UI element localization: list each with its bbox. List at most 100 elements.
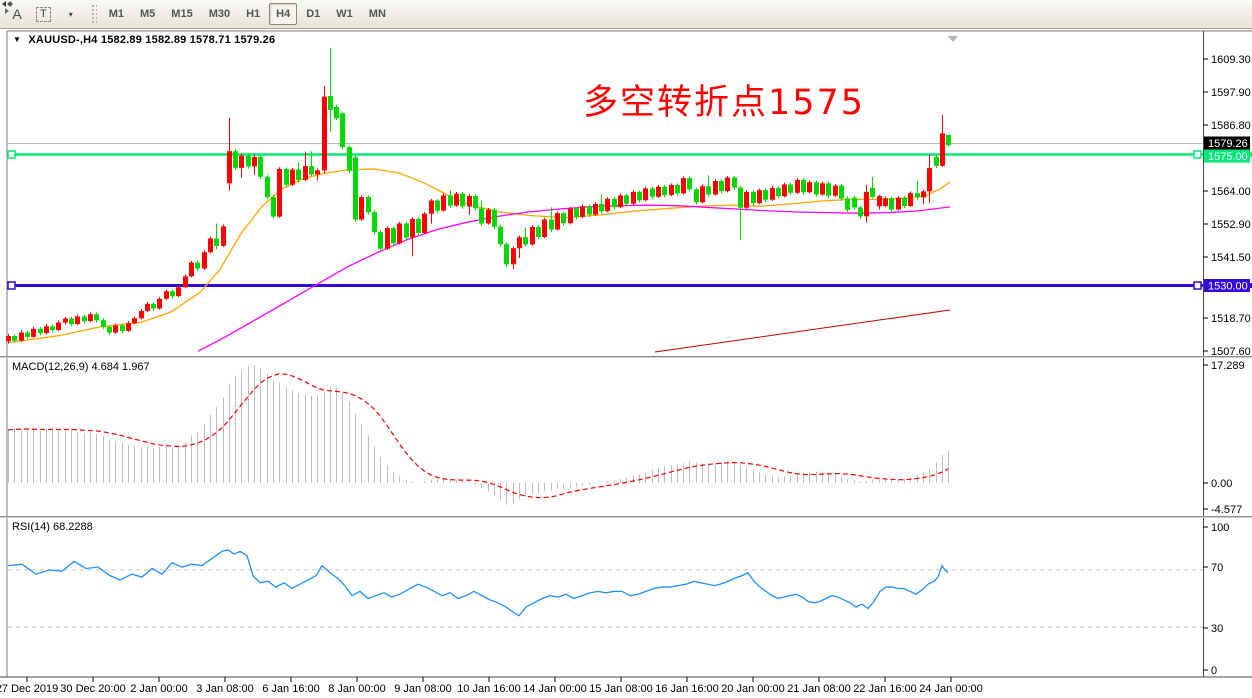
text-label-tool-button[interactable]: T	[30, 3, 57, 25]
candle-body	[896, 197, 901, 210]
timeframe-button-MN[interactable]: MN	[368, 8, 386, 20]
scroll-end-marker-icon[interactable]	[948, 36, 958, 42]
candle-body	[902, 197, 907, 206]
candle-body	[246, 155, 251, 167]
chart-title: ▼ XAUUSD-,H4 1582.89 1582.89 1578.71 157…	[13, 34, 275, 46]
candle-body	[725, 177, 730, 192]
candle-body	[404, 223, 409, 238]
candle-body	[763, 190, 768, 200]
candle-body	[757, 190, 762, 204]
timeframe-button-D1[interactable]: D1	[306, 8, 321, 20]
price-axis-label: 1518.70	[1211, 313, 1251, 325]
macd-axis-label: 0.00	[1211, 478, 1232, 490]
candle-body	[921, 191, 926, 198]
candle-body	[612, 198, 617, 208]
support-line-1530-handle[interactable]	[7, 281, 16, 290]
timeframe-button-M30[interactable]: M30	[208, 8, 231, 20]
candle-body	[44, 326, 49, 334]
candle-body	[359, 197, 364, 220]
time-axis-label[interactable]: 30 Dec 20:00	[60, 683, 125, 695]
trendline[interactable]	[654, 309, 951, 353]
timeframe-button-W1[interactable]: W1	[336, 8, 353, 20]
price-tag	[1204, 279, 1250, 292]
candle-body	[176, 287, 181, 297]
resistance-line-1575-handle[interactable]	[7, 150, 16, 159]
time-axis-label[interactable]: 8 Jan 00:00	[328, 683, 386, 695]
time-axis-label[interactable]: 16 Jan 16:00	[655, 683, 719, 695]
resistance-line-1575-handle[interactable]	[1193, 150, 1202, 159]
candle-body	[410, 218, 415, 238]
font-tool-button[interactable]: A	[12, 6, 22, 22]
candle-body	[561, 213, 566, 224]
timeframe-button-H1[interactable]: H1	[246, 8, 261, 20]
timeframe-button-H4[interactable]: H4	[269, 3, 298, 25]
candle-body	[624, 195, 629, 204]
time-axis-label[interactable]: 21 Jan 08:00	[787, 683, 851, 695]
drawing-tools-button[interactable]: ▾	[2, 1, 81, 25]
candle-body	[334, 106, 339, 119]
candle-body	[492, 209, 497, 227]
candle-body	[776, 187, 781, 197]
candle-body	[536, 226, 541, 238]
time-axis-label[interactable]: 2 Jan 00:00	[130, 683, 188, 695]
candle-body	[574, 208, 579, 217]
candle-body	[744, 191, 749, 208]
candle-body	[877, 195, 882, 207]
time-axis-label[interactable]: 6 Jan 16:00	[262, 683, 320, 695]
timeframe-button-M15[interactable]: M15	[171, 8, 193, 20]
rsi-axis-label: 70	[1211, 562, 1223, 574]
symbol-period-label: XAUUSD-,H4	[28, 34, 98, 46]
candle-body	[233, 151, 238, 168]
candle-body	[227, 151, 232, 184]
candle-body	[467, 195, 472, 207]
candle-body	[113, 325, 118, 333]
chart-annotation-text[interactable]: 多空转折点1575	[583, 83, 866, 123]
candle-body	[927, 168, 932, 192]
symbol-dropdown-icon[interactable]: ▼	[13, 35, 22, 44]
time-axis-label[interactable]: 9 Jan 08:00	[394, 683, 452, 695]
candle-body	[328, 96, 333, 111]
macd-axis-label: 17.289	[1211, 360, 1245, 372]
candle-body	[63, 318, 68, 323]
time-axis-label[interactable]: 14 Jan 00:00	[523, 683, 587, 695]
candle-body	[504, 244, 509, 265]
candle-body	[290, 169, 295, 185]
rsi-axis-label: 100	[1211, 522, 1229, 534]
time-axis-label[interactable]: 20 Jan 00:00	[721, 683, 785, 695]
candle-body	[284, 168, 289, 185]
ohlc-values: 1582.89 1582.89 1578.71 1579.26	[100, 34, 276, 46]
candle-body	[239, 155, 244, 168]
candle-body	[580, 206, 585, 217]
candle-body	[303, 166, 308, 180]
candle-body	[183, 276, 188, 288]
timeframe-button-M5[interactable]: M5	[140, 8, 156, 20]
price-axis-label: 1564.00	[1211, 186, 1251, 198]
candle-body	[139, 311, 144, 319]
timeframe-button-M1[interactable]: M1	[108, 8, 125, 20]
support-line-1530-handle[interactable]	[1193, 281, 1202, 290]
candle-body	[94, 314, 99, 321]
toolbar-grip[interactable]	[89, 3, 97, 25]
time-axis-label[interactable]: 3 Jan 08:00	[196, 683, 254, 695]
candle-body	[568, 208, 573, 224]
candle-body	[751, 191, 756, 204]
candle-body	[82, 316, 87, 322]
time-axis-label[interactable]: 27 Dec 2019	[0, 683, 58, 695]
candle-body	[845, 198, 850, 210]
candle-body	[675, 185, 680, 194]
time-axis-label[interactable]: 10 Jan 16:00	[457, 683, 521, 695]
candle-body	[820, 183, 825, 195]
candle-body	[593, 203, 598, 215]
candle-body	[946, 134, 951, 146]
candle-body	[157, 298, 162, 309]
candle-body	[883, 198, 888, 206]
time-axis-label[interactable]: 24 Jan 00:00	[919, 683, 983, 695]
time-axis-label[interactable]: 22 Jan 16:00	[853, 683, 917, 695]
candle-body	[397, 223, 402, 244]
time-axis-label[interactable]: 15 Jan 08:00	[589, 683, 653, 695]
price-axis-label: 1552.90	[1211, 219, 1251, 231]
candle-body	[782, 184, 787, 197]
candle-body	[296, 169, 301, 180]
